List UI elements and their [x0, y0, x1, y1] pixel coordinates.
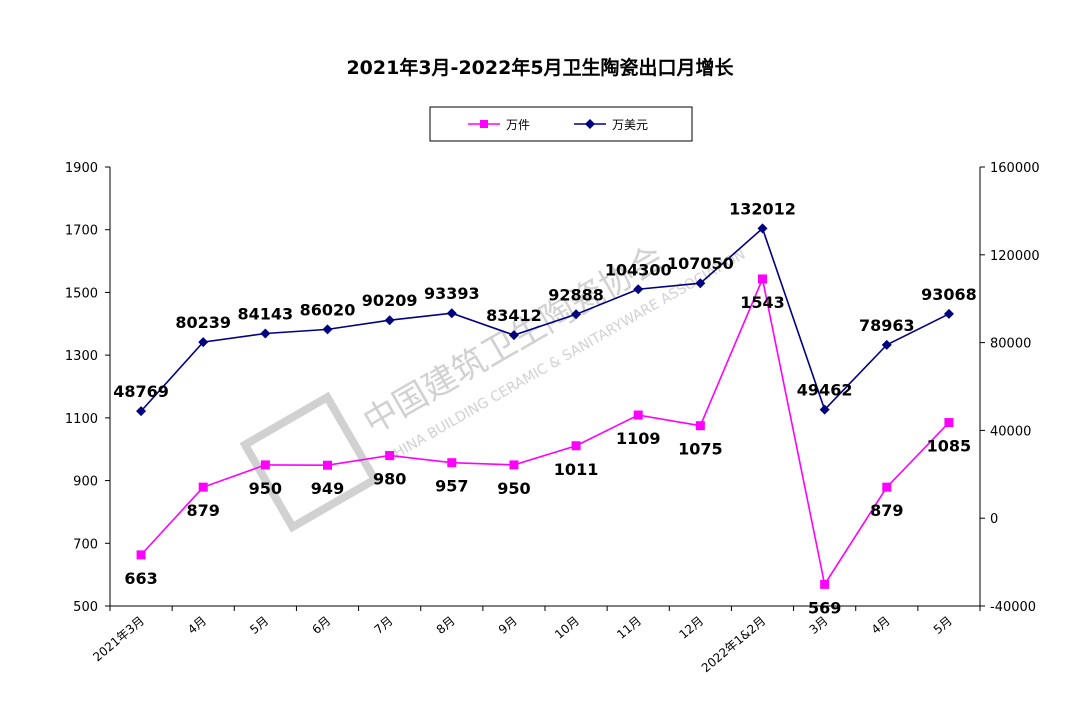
- point-万件: [820, 579, 830, 589]
- point-万件: [944, 418, 954, 428]
- point-万件: [260, 460, 270, 470]
- watermark-subtext: CHINA BUILDING CERAMIC & SANITARYWARE AS…: [383, 247, 749, 467]
- point-万美元: [943, 308, 954, 319]
- data-label-万美元: 104300: [605, 260, 672, 279]
- point-万件: [385, 450, 395, 460]
- point-万件: [571, 441, 581, 451]
- legend-marker-series-2: [585, 119, 595, 129]
- point-万美元: [695, 278, 706, 289]
- data-label-万件: 950: [497, 479, 530, 498]
- point-万美元: [322, 324, 333, 335]
- data-label-万美元: 84143: [238, 305, 294, 324]
- data-label-万件: 879: [187, 501, 220, 520]
- y-left-tick-label: 1900: [65, 161, 98, 176]
- series-line-万美元: [140, 227, 950, 412]
- y-right-tick-label: -40000: [990, 600, 1036, 615]
- y-left-tick-label: 1100: [65, 412, 98, 427]
- y-right-tick-label: 160000: [990, 161, 1040, 176]
- data-labels: 48769 80239 84143 86020 90209 93393 83412 92888…: [113, 199, 977, 617]
- data-label-万件: 957: [435, 477, 468, 496]
- point-万美元: [384, 315, 395, 326]
- point-万美元: [198, 337, 209, 348]
- x-tick-label: 12月: [676, 614, 706, 642]
- x-tick-label: 7月: [372, 614, 396, 637]
- data-label-万件: 1085: [927, 437, 972, 456]
- data-label-万美元: 86020: [300, 300, 356, 319]
- x-tick-label: 10月: [552, 614, 582, 642]
- y-left-tick-label: 700: [73, 537, 98, 552]
- y-right-tick-label: 120000: [990, 249, 1040, 264]
- axes: 500 700 900 1100 1300 1500 1700 1900 -40000 0 4000…: [65, 161, 1040, 675]
- y-left-tick-label: 1700: [65, 224, 98, 239]
- data-label-万件: 950: [249, 479, 282, 498]
- data-label-万件: 1109: [616, 429, 661, 448]
- point-万件: [695, 421, 705, 431]
- point-万件: [509, 460, 519, 470]
- data-label-万美元: 107050: [667, 254, 734, 273]
- x-tick-label: 9月: [496, 614, 520, 637]
- x-tick-label: 5月: [247, 614, 271, 637]
- data-label-万件: 569: [808, 598, 841, 617]
- point-万美元: [881, 339, 892, 350]
- series-layer: [136, 223, 954, 589]
- y-left-tick-label: 1500: [65, 286, 98, 301]
- data-label-万件: 1011: [554, 460, 599, 479]
- point-万美元: [633, 284, 644, 295]
- point-万件: [136, 550, 146, 560]
- data-label-万美元: 92888: [548, 285, 604, 304]
- y-left-tick-label: 1300: [65, 349, 98, 364]
- point-万件: [758, 274, 767, 284]
- x-tick-label: 2021年3月: [90, 614, 147, 665]
- chart-title: 2021年3月-2022年5月卫生陶瓷出口月增长: [346, 56, 734, 79]
- data-label-万美元: 90209: [362, 291, 418, 310]
- data-label-万件: 879: [870, 501, 903, 520]
- data-label-万美元: 132012: [729, 199, 796, 218]
- point-万件: [633, 410, 643, 420]
- data-label-万美元: 80239: [175, 313, 231, 332]
- x-tick-label: 4月: [869, 614, 893, 637]
- data-label-万美元: 78963: [859, 316, 915, 335]
- point-万美元: [819, 404, 830, 415]
- point-万美元: [136, 406, 147, 417]
- point-万件: [882, 482, 892, 492]
- y-left-tick-label: 500: [73, 600, 98, 615]
- data-label-万美元: 93068: [921, 285, 977, 304]
- watermark: 中国建筑卫生陶瓷协会 CHINA BUILDING CERAMIC & SANI…: [239, 238, 749, 533]
- y-left-tick-label: 900: [73, 475, 98, 490]
- data-label-万美元: 93393: [424, 284, 480, 303]
- legend-label-series-2: 万美元: [612, 118, 648, 132]
- x-tick-label: 6月: [309, 614, 333, 637]
- data-label-万美元: 48769: [113, 382, 169, 401]
- series-line-万件: [140, 276, 950, 587]
- data-label-万件: 980: [373, 469, 406, 488]
- legend-label-series-1: 万件: [506, 118, 530, 132]
- point-万美元: [571, 309, 582, 320]
- data-label-万件: 949: [311, 479, 344, 498]
- point-万美元: [508, 330, 519, 341]
- legend: 万件 万美元: [429, 106, 693, 142]
- data-label-万件: 663: [124, 569, 157, 588]
- x-tick-label: 4月: [185, 614, 209, 637]
- point-万件: [323, 460, 332, 470]
- x-tick-label: 8月: [434, 614, 458, 637]
- point-万件: [447, 458, 457, 468]
- y-right-tick-label: 0: [990, 512, 998, 527]
- x-tick-label: 2022年1&2月: [699, 614, 769, 676]
- legend-marker-series-1: [480, 120, 488, 128]
- point-万美元: [260, 328, 271, 339]
- data-label-万件: 1543: [740, 293, 785, 312]
- data-label-万件: 1075: [678, 440, 723, 459]
- y-right-tick-label: 80000: [990, 337, 1031, 352]
- x-tick-label: 5月: [931, 614, 955, 637]
- point-万美元: [446, 308, 457, 319]
- watermark-logo-icon: [239, 391, 381, 533]
- point-万件: [198, 482, 208, 492]
- data-label-万美元: 49462: [797, 381, 853, 400]
- data-label-万美元: 83412: [486, 306, 542, 325]
- point-万美元: [757, 223, 768, 234]
- y-right-tick-label: 40000: [990, 424, 1031, 439]
- x-tick-label: 11月: [614, 614, 644, 642]
